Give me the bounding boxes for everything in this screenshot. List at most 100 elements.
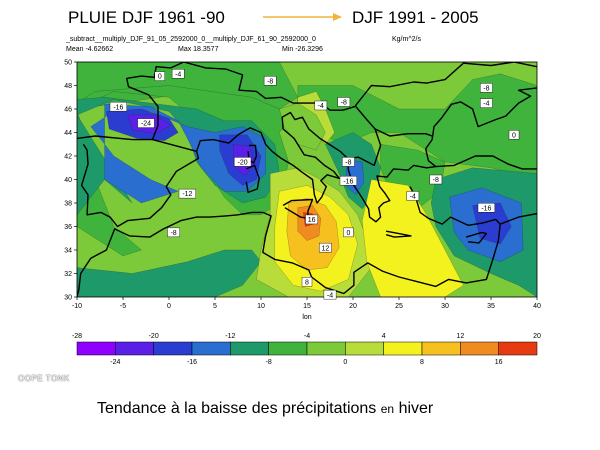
colorbar-label-top: -20	[149, 333, 159, 340]
y-tick-label: 44	[64, 130, 72, 137]
colorbar-swatch	[115, 341, 154, 356]
colorbar-label-top: 4	[382, 333, 386, 340]
svg-text:8: 8	[305, 279, 309, 286]
colorbar-swatch	[191, 341, 231, 356]
extremum-label: -24	[137, 118, 155, 128]
region-adriatic	[279, 102, 326, 151]
colorbar-label-bottom: -8	[266, 359, 272, 366]
mean-label: Mean -4.62662	[66, 46, 114, 53]
contour-label: -8	[480, 83, 493, 93]
svg-text:0: 0	[346, 230, 350, 237]
contour-label: -4	[314, 100, 328, 111]
svg-text:-20: -20	[238, 159, 248, 166]
arrow-icon	[263, 13, 342, 21]
y-tick-label: 30	[64, 295, 72, 302]
extremum-label: -16	[477, 202, 495, 213]
svg-text:-16: -16	[113, 104, 123, 111]
x-tick-label: 5	[213, 303, 217, 310]
title-left: PLUIE DJF 1961 -90	[68, 8, 225, 27]
coast-uk	[116, 62, 120, 63]
svg-text:-12: -12	[182, 191, 192, 198]
coast-france-west	[126, 62, 184, 140]
y-tick-label: 32	[64, 271, 72, 278]
svg-text:-4: -4	[318, 103, 324, 110]
region-west-blue-mid	[90, 104, 266, 204]
svg-text:16: 16	[308, 217, 316, 224]
x-tick-label: 30	[441, 303, 449, 310]
contour-label: -8	[429, 174, 443, 185]
extremum-label: 8	[301, 277, 313, 287]
contour-label: 0	[154, 71, 166, 81]
extremum-label: 16	[305, 214, 318, 225]
colorbar-label-top: -28	[72, 333, 82, 340]
coast-cyprus	[465, 231, 488, 244]
svg-text:0: 0	[158, 74, 162, 81]
svg-text:-16: -16	[481, 205, 491, 212]
y-tick-label: 42	[64, 154, 72, 161]
max-label: Max 18.3577	[178, 46, 219, 53]
caption-small: en	[380, 402, 395, 416]
svg-text:-4: -4	[483, 101, 489, 108]
coast-crete	[385, 230, 412, 238]
x-tick-label: 10	[257, 303, 265, 310]
caption: Tendance à la baisse des précipitations …	[97, 400, 433, 418]
border-balkans	[347, 106, 382, 167]
svg-text:12: 12	[322, 245, 330, 252]
x-tick-label: 0	[167, 303, 171, 310]
extremum-label: -16	[339, 175, 357, 186]
colorbar-swatch	[345, 341, 384, 356]
svg-text:-8: -8	[345, 159, 351, 166]
colorbar-label-top: -12	[225, 333, 235, 340]
colorbar-swatch	[460, 341, 499, 356]
svg-text:-8: -8	[170, 230, 176, 237]
svg-text:0: 0	[512, 132, 516, 139]
contour-label: -4	[480, 98, 493, 108]
svg-text:-24: -24	[141, 121, 151, 128]
svg-text:-16: -16	[343, 178, 353, 185]
svg-text:-8: -8	[483, 85, 489, 92]
svg-text:-4: -4	[410, 194, 416, 201]
x-tick-label: -5	[120, 303, 126, 310]
y-tick-label: 48	[64, 83, 72, 90]
colorbar-label-bottom: 16	[495, 359, 503, 366]
extremum-label: -20	[233, 157, 252, 167]
contour-label: -8	[263, 76, 277, 86]
extremum-label: -16	[109, 101, 127, 112]
title-right: DJF 1991 - 2005	[352, 8, 479, 27]
border-main	[183, 62, 537, 111]
coast-black-sea-south	[435, 155, 537, 170]
colorbar-swatch	[421, 341, 461, 356]
region-north-africa	[77, 249, 262, 297]
y-tick-label: 46	[64, 107, 72, 114]
colorbar-swatch	[268, 341, 308, 356]
colorbar-label-top: -4	[304, 333, 310, 340]
watermark: OOPE TONK	[18, 374, 70, 383]
svg-text:-8: -8	[267, 78, 273, 85]
y-tick-label: 38	[64, 201, 72, 208]
y-tick-label: 36	[64, 224, 72, 231]
y-tick-label: 34	[64, 248, 72, 255]
colorbar-swatch	[498, 341, 538, 356]
border-middle-east	[499, 212, 537, 225]
y-tick-label: 40	[64, 177, 72, 184]
x-tick-label: 35	[487, 303, 495, 310]
expression-label: _subtract__multiply_DJF_91_05_2592000_0_…	[66, 36, 316, 43]
x-tick-label: 20	[349, 303, 357, 310]
caption-main: Tendance à la baisse des précipitations	[97, 400, 377, 417]
units-label: Kg/m^2/s	[392, 36, 421, 43]
colorbar-label-top: 12	[456, 333, 464, 340]
colorbar-label-bottom: 8	[420, 359, 424, 366]
svg-text:-8: -8	[341, 100, 347, 107]
svg-text:-4: -4	[327, 292, 333, 299]
min-label: Min -26.3296	[282, 46, 323, 53]
x-tick-label: 40	[533, 303, 541, 310]
coast-sicily	[282, 198, 314, 219]
y-tick-label: 50	[64, 60, 72, 67]
extremum-label: 12	[319, 242, 332, 253]
contour-label: -4	[406, 191, 420, 201]
contour-label: -8	[342, 157, 355, 167]
caption-end: hiver	[398, 400, 434, 417]
colorbar-swatch	[230, 341, 269, 356]
coast-iberia	[77, 135, 200, 228]
